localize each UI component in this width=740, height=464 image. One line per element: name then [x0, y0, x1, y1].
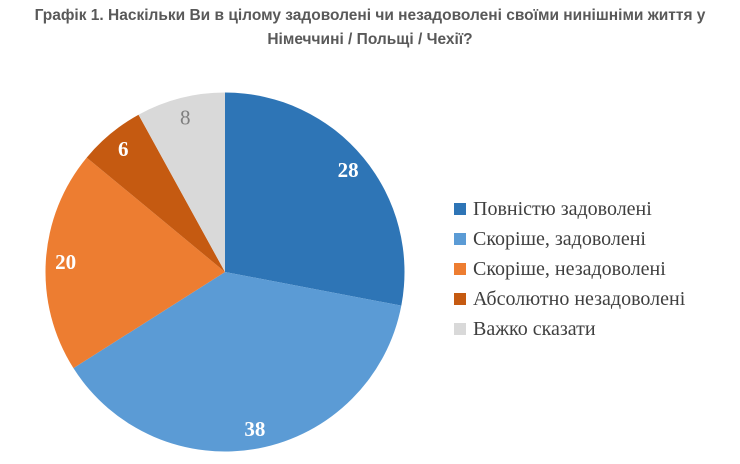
pie-slice-value-label-0: 28: [338, 158, 359, 182]
legend-label-3: Абсолютно незадоволені: [473, 287, 686, 310]
pie-slice-4: [138, 92, 225, 272]
legend-label-1: Скоріше, задоволені: [473, 227, 646, 250]
pie-slice-value-label-4: 8: [180, 105, 191, 129]
chart-title-line1: Графік 1. Наскільки Ви в цілому задоволе…: [34, 7, 706, 24]
legend-label-2: Скоріше, незадоволені: [473, 257, 666, 280]
pie-slice-value-label-2: 20: [55, 250, 76, 274]
pie-slice-value-label-1: 38: [244, 417, 265, 441]
legend-item-1: Скоріше, задоволені: [454, 224, 685, 254]
pie-slice-2: [45, 157, 226, 369]
legend-swatch-3: [454, 293, 466, 305]
legend-item-4: Важко сказати: [454, 314, 685, 344]
legend-item-3: Абсолютно незадоволені: [454, 284, 685, 314]
pie-slice-value-label-3: 6: [118, 137, 129, 161]
chart-legend: Повністю задоволені Скоріше, задоволені Ск…: [454, 194, 685, 344]
chart-title: Графік 1. Наскільки Ви в цілому задоволе…: [0, 4, 740, 52]
legend-swatch-2: [454, 263, 466, 275]
legend-label-0: Повністю задоволені: [473, 197, 652, 220]
legend-swatch-4: [454, 323, 466, 335]
legend-item-2: Скоріше, незадоволені: [454, 254, 685, 284]
pie-slice-1: [73, 272, 402, 452]
legend-item-0: Повністю задоволені: [454, 194, 685, 224]
legend-label-4: Важко сказати: [473, 317, 596, 340]
pie-slice-3: [86, 114, 225, 272]
legend-swatch-1: [454, 233, 466, 245]
legend-swatch-0: [454, 203, 466, 215]
chart-title-line2: Німеччині / Польщі / Чехії?: [267, 31, 473, 48]
pie-slice-0: [225, 92, 405, 306]
